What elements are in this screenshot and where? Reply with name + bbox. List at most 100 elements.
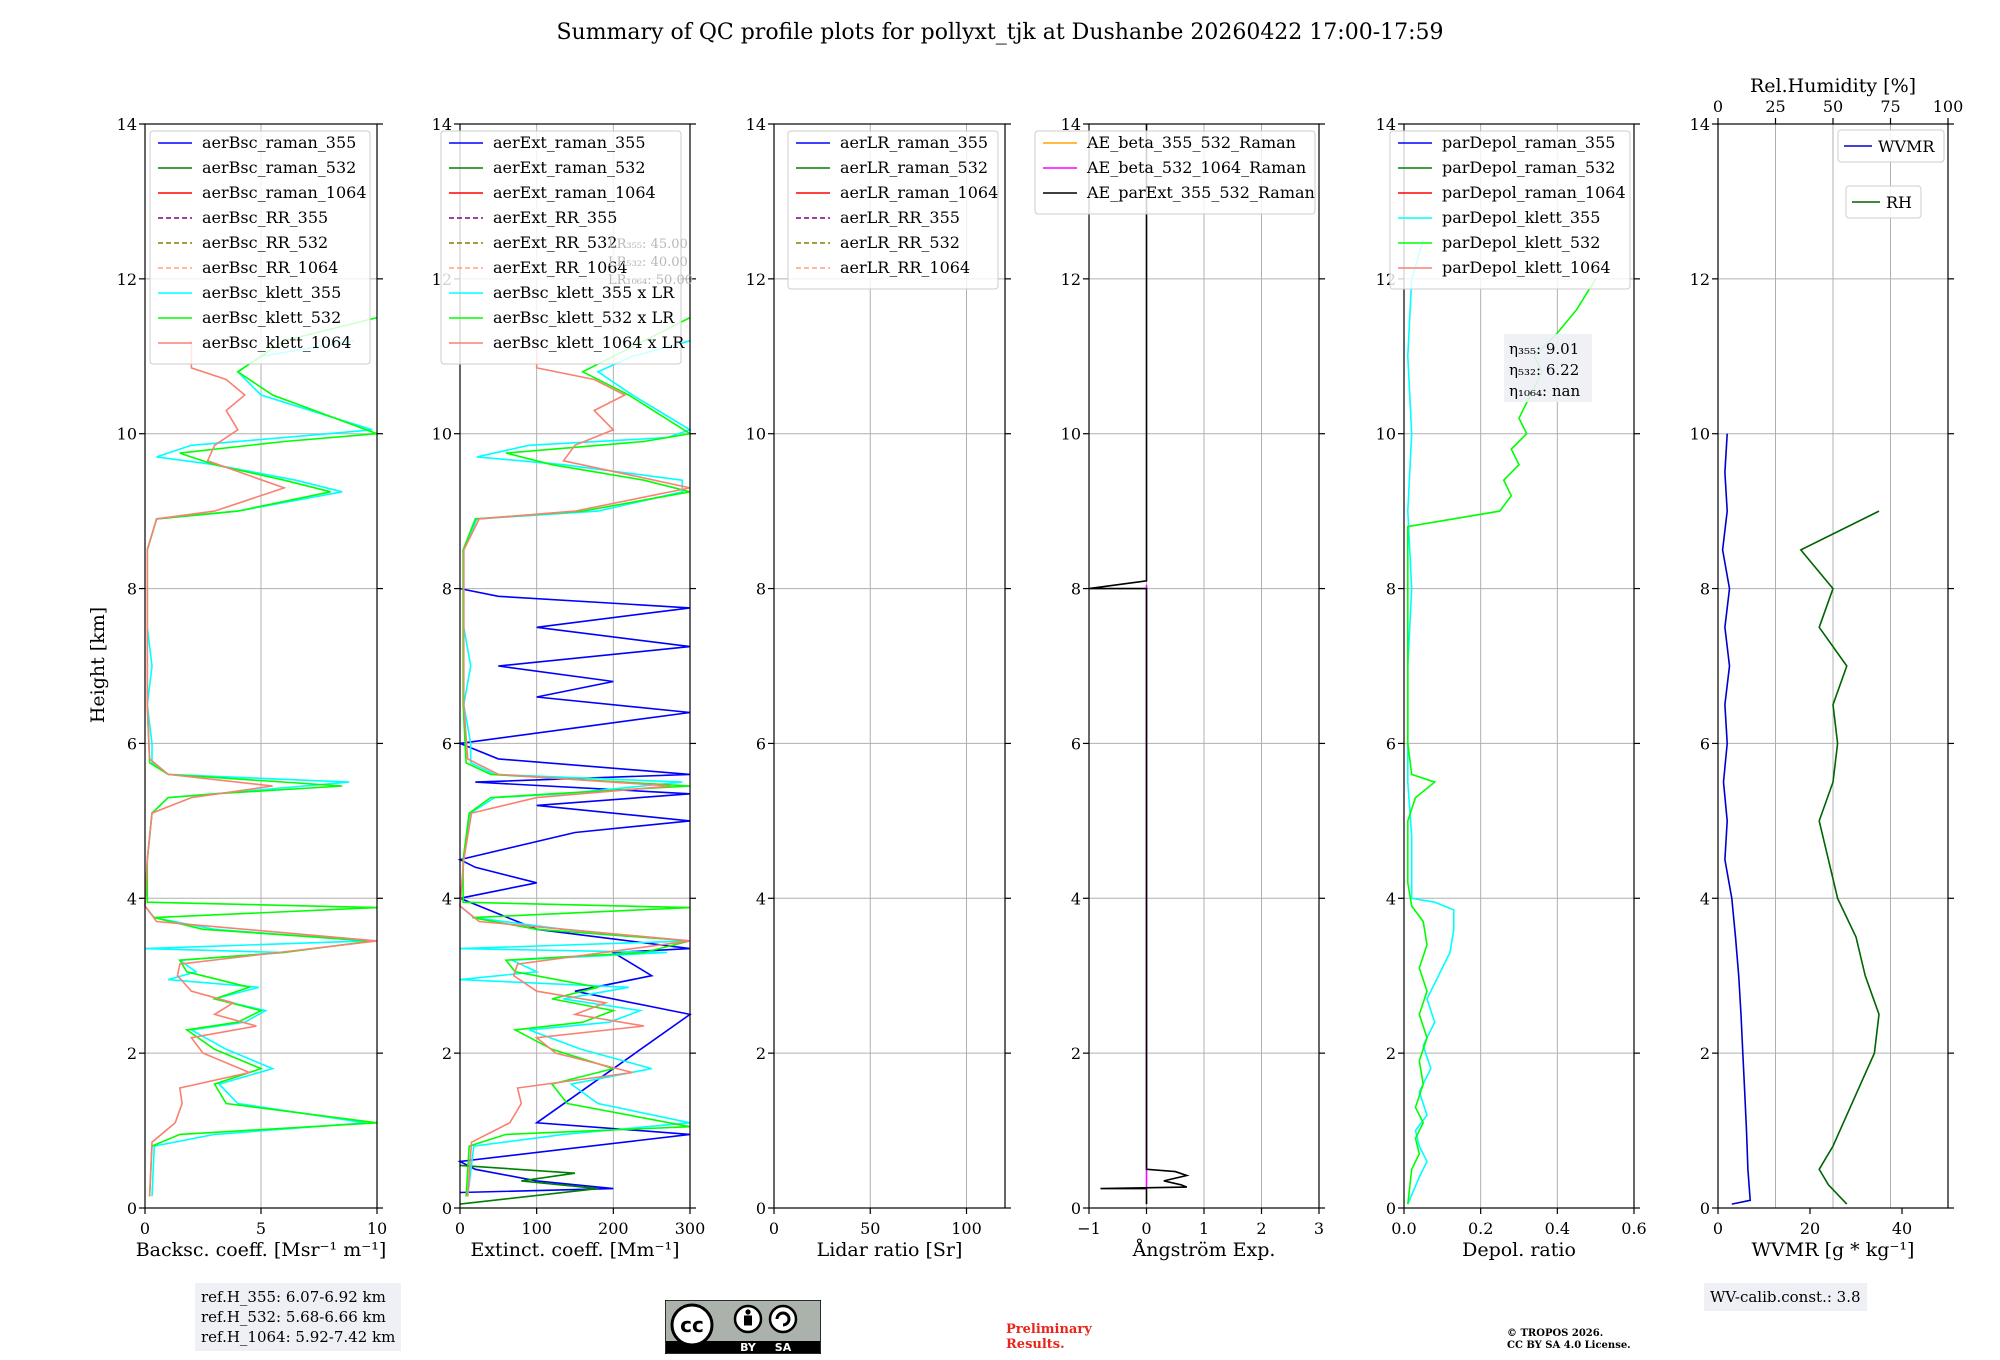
x2-tick-label: 50: [1823, 97, 1843, 116]
x-tick-label: 300: [675, 1219, 706, 1238]
y-tick-label: 6: [1071, 734, 1081, 753]
legend-label: aerBsc_klett_355: [202, 283, 341, 302]
legend-label: AE_parExt_355_532_Raman: [1086, 183, 1315, 202]
y-tick-label: 4: [1700, 889, 1710, 908]
legend-label: aerBsc_RR_1064: [202, 258, 338, 277]
prelim-line-2: Results.: [1006, 1337, 1065, 1352]
legend-label: aerLR_RR_355: [840, 208, 960, 227]
legend-label: aerBsc_RR_532: [202, 233, 328, 252]
legend-label: RH: [1886, 193, 1912, 212]
series-line-aerbsc-klett-1064: [144, 340, 378, 1197]
y-tick-label: 8: [1071, 580, 1081, 599]
ref-height-532: ref.H_532: 5.68-6.66 km: [201, 1308, 386, 1326]
y-tick-label: 0: [127, 1199, 137, 1218]
legend-label: WVMR: [1878, 137, 1935, 156]
copyright-line-1: © TROPOS 2026.: [1507, 1328, 1604, 1339]
eta-label: η₅₃₂: 6.22: [1509, 361, 1579, 379]
x-axis-label: WVMR [g * kg⁻¹]: [1752, 1239, 1915, 1261]
x-tick-label: 50: [860, 1219, 880, 1238]
y-tick-label: 6: [756, 734, 766, 753]
reference-height-box: ref.H_355: 6.07-6.92 km ref.H_532: 5.68-…: [195, 1283, 402, 1351]
cc-logo-icon: [670, 1303, 714, 1347]
legend-label: parDepol_raman_1064: [1442, 183, 1626, 202]
axes-frame: [1403, 123, 1635, 1209]
y-tick-label: 0: [1071, 1199, 1081, 1218]
x-tick-label: 5: [256, 1219, 266, 1238]
y-tick-label: 0: [756, 1199, 766, 1218]
legend-label: aerBsc_raman_532: [202, 158, 356, 177]
y-tick-label: 2: [442, 1044, 452, 1063]
lidar-ratio-annotation: LR₃₅₅: 45.00: [608, 237, 688, 252]
y-tick-label: 6: [127, 734, 137, 753]
y-tick-label: 8: [127, 580, 137, 599]
lidar-ratio-annotation: LR₅₃₂: 40.00: [608, 255, 688, 270]
legend-label: parDepol_raman_355: [1442, 133, 1615, 152]
wv-calib-constant: WV-calib.const.: 3.8: [1710, 1288, 1861, 1306]
series-line-rh: [1799, 510, 1880, 1205]
wv-calibration-box: WV-calib.const.: 3.8: [1704, 1283, 1867, 1311]
y-tick-label: 14: [432, 115, 452, 134]
series-line-ae-parext-355-532-raman: [1088, 124, 1190, 1205]
legend-label: aerExt_RR_532: [493, 233, 617, 252]
legend-box: [1389, 130, 1631, 290]
x-tick-label: −1: [1077, 1219, 1101, 1238]
y-tick-label: 6: [1700, 734, 1710, 753]
y-tick-label: 12: [1690, 270, 1710, 289]
legend-label: aerBsc_raman_355: [202, 133, 356, 152]
y-tick-label: 12: [1061, 270, 1081, 289]
legend-label: aerBsc_klett_532: [202, 308, 341, 327]
eta-label: η₁₀₆₄: nan: [1509, 382, 1580, 400]
y-axis-label: Height [km]: [87, 607, 109, 723]
y-tick-label: 4: [756, 889, 766, 908]
copyright-note: © TROPOS 2026. CC BY SA 4.0 License.: [1507, 1328, 1631, 1352]
cc-logo-text: cc: [680, 1313, 704, 1337]
x-axis-label: Extinct. coeff. [Mm⁻¹]: [470, 1239, 679, 1261]
series-line-wvmr: [1721, 433, 1752, 1205]
y-tick-label: 2: [127, 1044, 137, 1063]
copyright-line-2: CC BY SA 4.0 License.: [1507, 1340, 1631, 1351]
y-tick-label: 6: [442, 734, 452, 753]
series-line-aerbsc-klett-1064-x-lr: [459, 340, 691, 1197]
x2-tick-label: 0: [1713, 97, 1723, 116]
y-tick-label: 8: [442, 580, 452, 599]
x-axis-label: Ångström Exp.: [1132, 1239, 1276, 1261]
figure-title: Summary of QC profile plots for pollyxt_…: [556, 20, 1444, 45]
x-tick-label: 0.6: [1621, 1219, 1646, 1238]
sa-share-icon: [768, 1304, 798, 1334]
eta-box: [1504, 334, 1592, 402]
x-tick-label: 0: [1713, 1219, 1723, 1238]
y-tick-label: 8: [1386, 580, 1396, 599]
x2-tick-label: 100: [1933, 97, 1964, 116]
x-tick-label: 100: [521, 1219, 552, 1238]
legend-label: aerBsc_klett_355 x LR: [493, 283, 675, 302]
y-tick-label: 8: [756, 580, 766, 599]
legend-label: aerLR_RR_1064: [840, 258, 970, 277]
y-tick-label: 0: [442, 1199, 452, 1218]
legend-label: aerLR_raman_532: [840, 158, 988, 177]
legend-label: aerBsc_klett_532 x LR: [493, 308, 675, 327]
x-tick-label: 0: [1141, 1219, 1151, 1238]
ref-height-355: ref.H_355: 6.07-6.92 km: [201, 1288, 386, 1306]
y-tick-label: 8: [1700, 580, 1710, 599]
x2-axis-label: Rel.Humidity [%]: [1750, 75, 1916, 97]
x-tick-label: 0.0: [1391, 1219, 1416, 1238]
y-tick-label: 12: [117, 270, 137, 289]
x-tick-label: 10: [367, 1219, 387, 1238]
sa-label: SA: [775, 1341, 792, 1354]
legend-box: [440, 130, 682, 365]
prelim-line-1: Preliminary: [1006, 1322, 1092, 1337]
y-tick-label: 2: [1700, 1044, 1710, 1063]
x-tick-label: 0: [140, 1219, 150, 1238]
y-tick-label: 10: [1061, 425, 1081, 444]
legend-box: [1845, 185, 1922, 219]
x-tick-label: 2: [1256, 1219, 1266, 1238]
x-tick-label: 100: [951, 1219, 982, 1238]
y-tick-label: 10: [432, 425, 452, 444]
y-tick-label: 0: [1386, 1199, 1396, 1218]
x2-tick-label: 25: [1765, 97, 1785, 116]
y-tick-label: 10: [117, 425, 137, 444]
y-tick-label: 10: [746, 425, 766, 444]
